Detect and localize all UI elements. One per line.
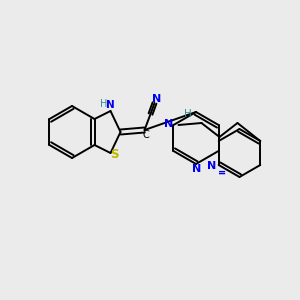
Text: N: N xyxy=(106,100,115,110)
Text: H: H xyxy=(100,99,107,109)
Text: S: S xyxy=(110,148,119,161)
Text: =: = xyxy=(218,168,226,178)
Text: N: N xyxy=(207,161,216,171)
Text: N: N xyxy=(192,164,202,174)
Text: N: N xyxy=(152,94,161,104)
Text: H: H xyxy=(184,109,191,119)
Text: C: C xyxy=(142,130,149,140)
Text: N: N xyxy=(164,119,173,129)
